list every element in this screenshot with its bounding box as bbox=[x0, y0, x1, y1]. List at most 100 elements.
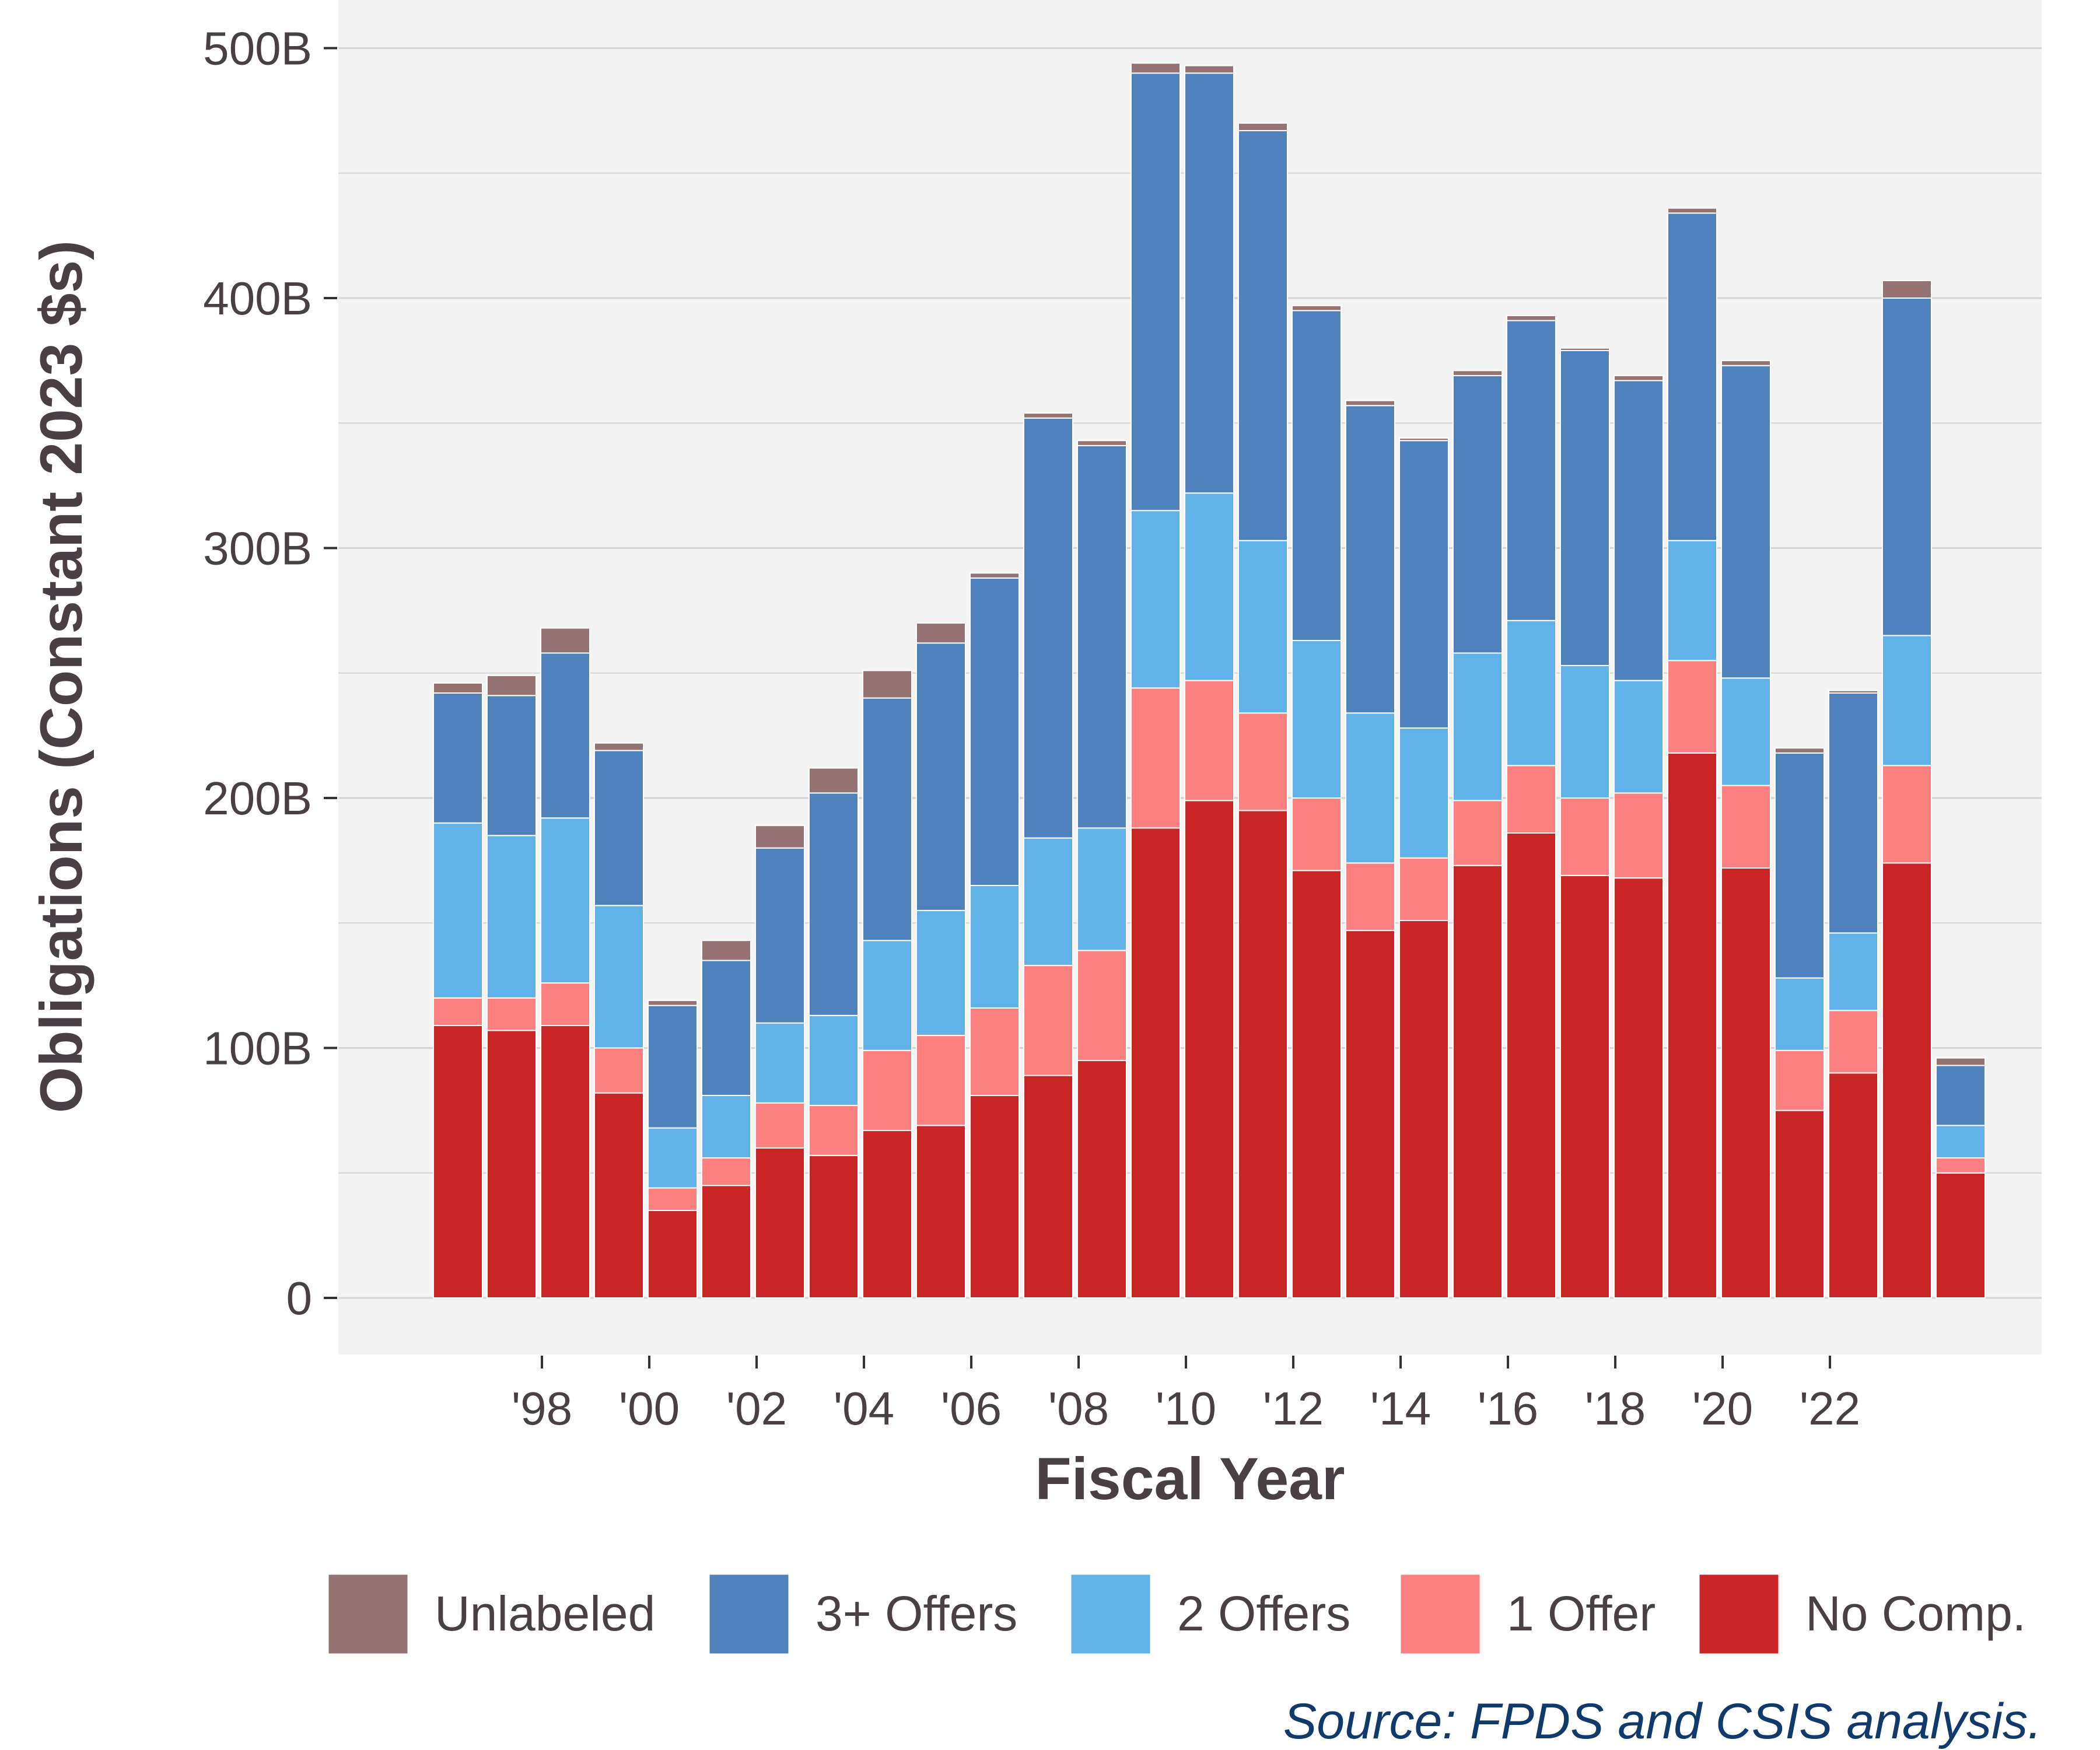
legend-swatch-unlabeled bbox=[327, 1573, 410, 1656]
bar-segment-unlabeled-2020 bbox=[1667, 207, 1717, 214]
bar-segment-1-offer-2025 bbox=[1936, 1157, 1986, 1174]
y-tick-label: 300B bbox=[203, 523, 312, 575]
bar-segment-3-offers-2009 bbox=[1077, 444, 1127, 829]
bar-segment-unlabeled-2025 bbox=[1936, 1057, 1986, 1066]
bar-segment-2-offers-2015 bbox=[1399, 727, 1449, 859]
bar-segment-no-comp-2010 bbox=[1130, 827, 1181, 1299]
bar-segment-2-offers-1997 bbox=[433, 822, 483, 999]
bar-segment-unlabeled-2015 bbox=[1399, 437, 1449, 442]
bar-segment-unlabeled-2004 bbox=[808, 767, 859, 794]
bar-segment-no-comp-2025 bbox=[1936, 1172, 1986, 1298]
bar-segment-2-offers-2020 bbox=[1667, 540, 1717, 662]
bar-segment-unlabeled-2001 bbox=[648, 1000, 698, 1006]
bar-segment-3-offers-2022 bbox=[1774, 752, 1825, 979]
bar-segment-no-comp-2013 bbox=[1292, 870, 1342, 1298]
bar-segment-1-offer-2023 bbox=[1828, 1010, 1878, 1074]
bar-segment-2-offers-2023 bbox=[1828, 932, 1878, 1012]
bar-segment-2-offers-2004 bbox=[808, 1014, 859, 1107]
bar-segment-no-comp-2021 bbox=[1721, 867, 1771, 1298]
legend: Unlabeled 3+ Offers 2 Offers 1 Offer No Comp… bbox=[327, 1573, 2026, 1656]
bar-segment-2-offers-1999 bbox=[540, 817, 590, 984]
bar-segment-3-offers-2017 bbox=[1506, 320, 1556, 621]
bar-segment-2-offers-2014 bbox=[1345, 712, 1395, 864]
legend-swatch-3-offers bbox=[708, 1573, 790, 1656]
x-tick-label: '12 bbox=[1263, 1382, 1324, 1434]
bar-segment-unlabeled-2016 bbox=[1452, 370, 1503, 376]
bar-segment-unlabeled-2024 bbox=[1882, 280, 1932, 299]
bar-segment-1-offer-2016 bbox=[1452, 800, 1503, 866]
x-tick-label: '18 bbox=[1585, 1382, 1646, 1434]
x-axis: '98 '00 '02 '04 '06 '08 '10 '12 '14 '16 '18 '20 '22 bbox=[512, 1356, 1860, 1434]
bar-segment-1-offer-2006 bbox=[916, 1035, 966, 1126]
bar-segment-no-comp-2009 bbox=[1077, 1059, 1127, 1299]
bar-segment-2-offers-2022 bbox=[1774, 977, 1825, 1051]
bar-segment-2-offers-2001 bbox=[648, 1127, 698, 1189]
bar-segment-3-offers-2012 bbox=[1238, 130, 1288, 541]
bar-segment-unlabeled-2012 bbox=[1238, 123, 1288, 131]
bar-segment-2-offers-2000 bbox=[594, 905, 644, 1049]
bar-segment-3-offers-2011 bbox=[1184, 72, 1234, 494]
bar-segment-3-offers-2019 bbox=[1614, 380, 1664, 681]
bar-segment-3-offers-2015 bbox=[1399, 440, 1449, 729]
y-axis-title: Obligations (Constant 2023 $s) bbox=[28, 240, 94, 1113]
bar-segment-unlabeled-2013 bbox=[1292, 304, 1342, 312]
bar-segment-no-comp-2019 bbox=[1614, 877, 1664, 1298]
bar-segment-no-comp-2023 bbox=[1828, 1072, 1878, 1298]
bar-segment-2-offers-2018 bbox=[1560, 664, 1610, 799]
bar-segment-no-comp-2011 bbox=[1184, 800, 1234, 1299]
bar-segment-1-offer-1998 bbox=[487, 997, 537, 1031]
bar-segment-unlabeled-1997 bbox=[433, 682, 483, 694]
bar-segment-no-comp-2018 bbox=[1560, 874, 1610, 1298]
bar-segment-1-offer-2003 bbox=[755, 1102, 805, 1149]
bar-segment-3-offers-1997 bbox=[433, 692, 483, 824]
legend-swatch-no-comp bbox=[1698, 1573, 1780, 1656]
bar-segment-1-offer-2001 bbox=[648, 1187, 698, 1212]
bar-segment-unlabeled-1998 bbox=[487, 675, 537, 696]
bar-segment-unlabeled-2003 bbox=[755, 825, 805, 849]
legend-label-no-comp: No Comp. bbox=[1805, 1586, 2026, 1641]
bar-segment-no-comp-2022 bbox=[1774, 1110, 1825, 1298]
bar-segment-no-comp-2002 bbox=[701, 1185, 751, 1299]
bar-segment-no-comp-2001 bbox=[648, 1210, 698, 1298]
bar-segment-unlabeled-2000 bbox=[594, 742, 644, 751]
bar-segment-unlabeled-2011 bbox=[1184, 65, 1234, 74]
bar-segment-unlabeled-2014 bbox=[1345, 400, 1395, 407]
bar-segment-no-comp-2000 bbox=[594, 1092, 644, 1298]
x-tick-label: '98 bbox=[512, 1382, 572, 1434]
bar-segment-3-offers-2024 bbox=[1882, 298, 1932, 636]
bar-segment-1-offer-2005 bbox=[862, 1049, 912, 1131]
bar-segment-3-offers-2002 bbox=[701, 960, 751, 1096]
bar-segment-1-offer-2012 bbox=[1238, 712, 1288, 811]
bar-segment-1-offer-2019 bbox=[1614, 792, 1664, 879]
bar-segment-2-offers-2007 bbox=[970, 884, 1020, 1009]
bar-segment-no-comp-2005 bbox=[862, 1129, 912, 1299]
bar-segment-1-offer-2024 bbox=[1882, 765, 1932, 864]
x-tick-label: '00 bbox=[619, 1382, 680, 1434]
legend-label-2-offers: 2 Offers bbox=[1177, 1586, 1350, 1641]
bar-segment-3-offers-1999 bbox=[540, 652, 590, 819]
bar-segment-2-offers-2003 bbox=[755, 1022, 805, 1104]
bar-segment-2-offers-2024 bbox=[1882, 635, 1932, 766]
y-tick-label: 500B bbox=[203, 23, 312, 75]
bar-segment-2-offers-2013 bbox=[1292, 640, 1342, 799]
bar-segment-1-offer-2008 bbox=[1023, 965, 1073, 1076]
bar-segment-3-offers-2014 bbox=[1345, 405, 1395, 714]
y-tick-label: 400B bbox=[203, 272, 312, 324]
bar-segment-unlabeled-1999 bbox=[540, 627, 590, 654]
y-axis: 0 100B 200B 300B 400B 500B bbox=[203, 23, 337, 1324]
x-tick-label: '08 bbox=[1048, 1382, 1109, 1434]
bar-segment-unlabeled-2018 bbox=[1560, 347, 1610, 351]
bar-segment-1-offer-2020 bbox=[1667, 660, 1717, 754]
bar-segment-1-offer-2013 bbox=[1292, 797, 1342, 872]
source-note: Source: FPDS and CSIS analysis. bbox=[1283, 1693, 2042, 1749]
bar-segment-unlabeled-2005 bbox=[862, 670, 912, 699]
bar-segment-3-offers-2007 bbox=[970, 577, 1020, 886]
bar-segment-unlabeled-2009 bbox=[1077, 440, 1127, 446]
bar-segment-no-comp-2024 bbox=[1882, 862, 1932, 1299]
bar-segment-unlabeled-2002 bbox=[701, 940, 751, 961]
bar-segment-no-comp-1997 bbox=[433, 1024, 483, 1299]
bar-segment-1-offer-2017 bbox=[1506, 765, 1556, 834]
bar-segment-unlabeled-2008 bbox=[1023, 412, 1073, 419]
bar-segment-1-offer-2000 bbox=[594, 1047, 644, 1094]
